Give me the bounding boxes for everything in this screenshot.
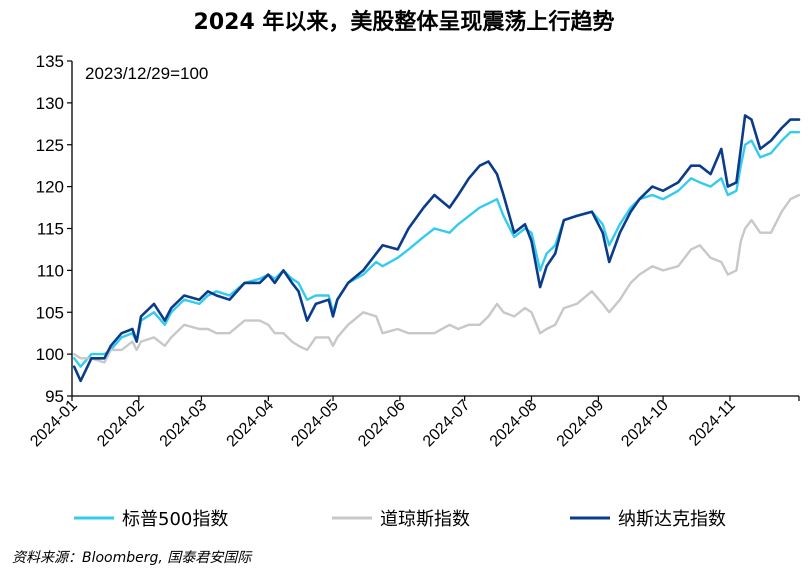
y-tick-label: 115 <box>37 220 64 239</box>
y-tick-label: 100 <box>36 345 64 364</box>
legend-label: 道琼斯指数 <box>380 509 470 530</box>
x-tick-label: 2024-09 <box>554 397 608 451</box>
y-tick-label: 110 <box>37 261 64 280</box>
y-tick-label: 105 <box>36 303 64 322</box>
legend-label: 标普500指数 <box>122 509 228 530</box>
x-tick-label: 2024-03 <box>157 397 211 451</box>
x-tick-label: 2024-10 <box>618 397 672 451</box>
y-tick-label: 130 <box>36 94 64 113</box>
series-line-1 <box>73 131 801 368</box>
y-tick-label: 95 <box>45 387 64 406</box>
x-tick-label: 2024-07 <box>420 397 474 451</box>
legend: 标普500指数 道琼斯指数 纳斯达克指数 <box>74 509 726 530</box>
y-tick-label: 135 <box>36 52 64 71</box>
x-tick-label: 2024-11 <box>686 397 739 450</box>
series-line-3 <box>72 114 801 383</box>
source-note: 资料来源：Bloomberg, 国泰君安国际 <box>12 550 253 566</box>
series-line-2 <box>73 193 801 364</box>
x-tick-label: 2024-06 <box>355 397 409 451</box>
base-annotation: 2023/12/29=100 <box>85 64 208 83</box>
y-tick-label: 125 <box>36 136 64 155</box>
x-tick-label: 2024-04 <box>224 397 278 451</box>
legend-label: 纳斯达克指数 <box>618 509 726 530</box>
x-tick-label: 2024-02 <box>94 397 148 451</box>
y-tick-label: 120 <box>36 178 64 197</box>
series-lines <box>72 114 801 383</box>
x-tick-label: 2024-05 <box>288 397 342 451</box>
chart-title: 2024 年以来，美股整体呈现震荡上行趋势 <box>194 9 615 35</box>
x-tick-label: 2024-08 <box>487 397 541 451</box>
